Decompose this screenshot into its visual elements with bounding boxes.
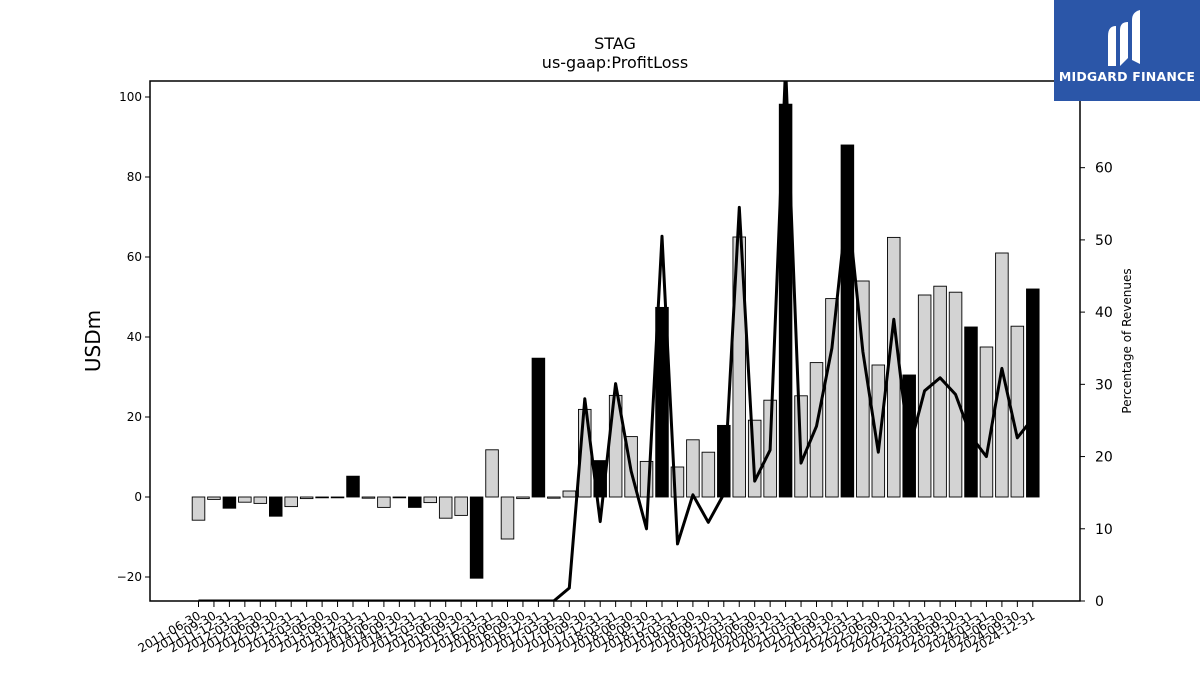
- y2-tick-label: 40: [1095, 305, 1113, 321]
- bar: [500, 496, 515, 540]
- bar: [392, 496, 407, 499]
- y2-tick-label: 30: [1095, 377, 1113, 393]
- bar: [1026, 288, 1040, 498]
- line-layer: [198, 81, 1034, 601]
- bar: [933, 285, 947, 498]
- y2-tick-label: 50: [1095, 233, 1113, 249]
- logo-text: MIDGARD FINANCE: [1058, 69, 1196, 84]
- bars-layer: [191, 103, 1040, 579]
- bar: [485, 449, 499, 498]
- bar: [454, 496, 468, 516]
- y-tick-label: 60: [127, 250, 142, 264]
- bar: [979, 346, 994, 498]
- y2-tick-label: 10: [1095, 522, 1113, 538]
- bar: [299, 496, 314, 500]
- bar: [377, 496, 391, 508]
- bar: [655, 306, 669, 498]
- y2-axis-label: Percentage of Revenues: [1120, 268, 1134, 413]
- bar: [330, 496, 345, 499]
- bar: [284, 496, 298, 508]
- bar: [207, 496, 221, 500]
- y-axis-label: USDm: [81, 310, 105, 372]
- bar: [686, 439, 700, 498]
- chart-subtitle: us-gaap:ProfitLoss: [542, 53, 688, 72]
- y-tick-label: 100: [119, 90, 142, 104]
- bar: [191, 496, 206, 521]
- axes-layer: −2002040608010001020304050602011-06-3020…: [117, 80, 1113, 655]
- bar: [438, 496, 453, 519]
- bar: [346, 475, 360, 498]
- logo-mark-icon: [1108, 10, 1140, 66]
- y-tick-label: 40: [127, 330, 142, 344]
- bar: [469, 496, 484, 579]
- y2-tick-label: 20: [1095, 450, 1113, 466]
- y-tick-label: 20: [127, 410, 142, 424]
- bar: [269, 496, 283, 517]
- bar: [222, 496, 237, 509]
- series-line: [198, 81, 1034, 601]
- bar: [408, 496, 422, 508]
- bar: [423, 496, 438, 504]
- bar: [840, 144, 855, 498]
- bar: [562, 490, 577, 498]
- plot-frame: [149, 80, 1081, 602]
- bar: [547, 496, 561, 499]
- y2-tick-label: 0: [1095, 594, 1104, 610]
- bar: [531, 357, 546, 498]
- bar: [902, 374, 916, 498]
- bar: [701, 451, 716, 498]
- bar: [825, 298, 839, 498]
- bar: [253, 496, 268, 504]
- brand-logo: MIDGARD FINANCE: [1054, 0, 1200, 101]
- bar: [315, 496, 329, 499]
- bar: [516, 496, 530, 500]
- bar: [871, 364, 886, 498]
- bar: [964, 326, 978, 498]
- y-tick-label: 80: [127, 170, 142, 184]
- y-tick-label: 0: [134, 490, 142, 504]
- y2-tick-label: 60: [1095, 161, 1113, 177]
- bar: [361, 496, 376, 499]
- bar: [238, 496, 252, 503]
- y-tick-label: −20: [117, 570, 142, 584]
- chart-title: STAG: [594, 34, 636, 53]
- bar: [732, 236, 747, 498]
